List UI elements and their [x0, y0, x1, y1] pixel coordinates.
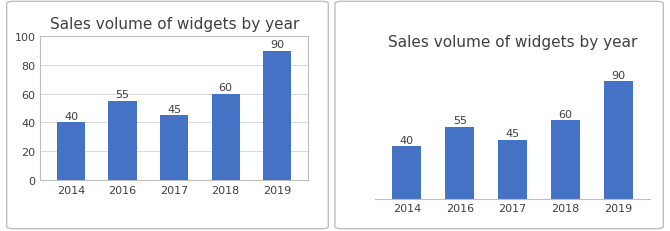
Text: 45: 45 — [167, 104, 182, 114]
Bar — [57, 123, 85, 180]
Bar — [551, 121, 580, 199]
Bar — [498, 140, 527, 199]
Text: 55: 55 — [116, 90, 130, 100]
Bar — [604, 82, 632, 199]
Text: 55: 55 — [453, 116, 467, 126]
Bar — [445, 127, 474, 199]
Text: 40: 40 — [400, 135, 414, 145]
Title: Sales volume of widgets by year: Sales volume of widgets by year — [388, 35, 637, 50]
Text: 60: 60 — [558, 109, 572, 119]
Text: 40: 40 — [64, 112, 78, 122]
Bar — [393, 147, 421, 199]
Text: 60: 60 — [218, 83, 232, 93]
Bar — [109, 101, 137, 180]
Bar — [160, 116, 188, 180]
Legend: Sales volume: Sales volume — [122, 226, 226, 231]
Bar — [263, 51, 291, 180]
Title: Sales volume of widgets by year: Sales volume of widgets by year — [50, 17, 299, 32]
Text: 90: 90 — [270, 40, 284, 50]
Text: 90: 90 — [611, 70, 625, 80]
Bar — [212, 94, 240, 180]
Text: 45: 45 — [505, 129, 520, 139]
